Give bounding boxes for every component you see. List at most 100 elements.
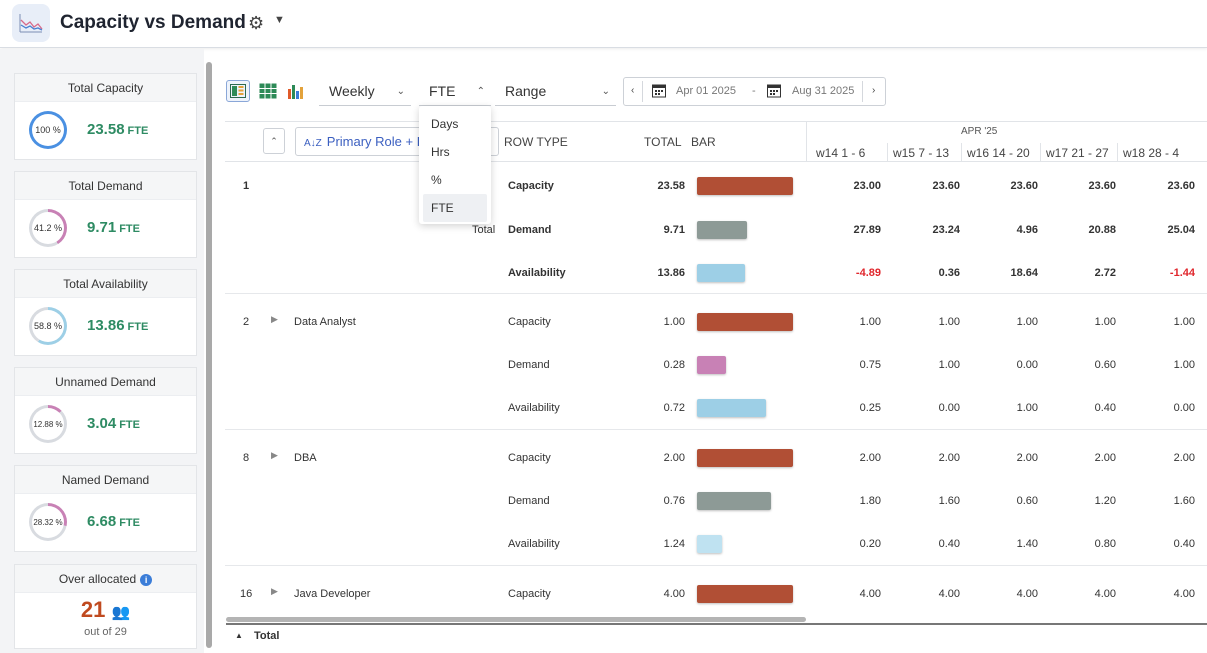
week-value[interactable]: 20.88 — [1088, 223, 1116, 236]
expand-row-icon[interactable]: ▶ — [271, 450, 278, 460]
week-header[interactable]: w15 7 - 13 — [893, 146, 950, 160]
date-range-picker[interactable]: ‹ Apr 01 2025 - Aug 31 2025 › — [623, 77, 886, 106]
week-value[interactable]: -1.44 — [1169, 267, 1195, 279]
sort-toggle-button[interactable]: ⌃ — [263, 128, 285, 154]
chevron-left-icon[interactable]: ‹ — [631, 85, 635, 96]
date-separator: - — [752, 85, 756, 97]
week-header[interactable]: w16 14 - 20 — [967, 146, 1030, 160]
week-value[interactable]: 1.00 — [1173, 359, 1195, 371]
week-value[interactable]: 1.00 — [938, 316, 960, 328]
week-value[interactable]: 4.00 — [859, 588, 881, 600]
week-value[interactable]: 1.60 — [1173, 495, 1195, 507]
people-icon: 👥 — [111, 604, 131, 621]
grid-view-button[interactable] — [256, 80, 280, 102]
split-view-button[interactable] — [226, 80, 250, 102]
chevron-up-icon[interactable]: ▲ — [235, 631, 243, 640]
week-value[interactable]: 0.60 — [1094, 359, 1116, 371]
calendar-icon[interactable] — [652, 83, 666, 101]
unit-option[interactable]: % — [431, 173, 442, 187]
col-total[interactable]: TOTAL — [644, 135, 682, 149]
week-header[interactable]: w17 21 - 27 — [1046, 146, 1109, 160]
week-value[interactable]: 4.00 — [1016, 588, 1038, 600]
gear-icon[interactable]: ⚙ — [248, 13, 265, 33]
unit-option[interactable]: Days — [431, 117, 459, 131]
month-header: APR '25 — [961, 126, 998, 137]
week-value[interactable]: 23.24 — [932, 223, 960, 236]
week-value[interactable]: 18.64 — [1010, 267, 1038, 279]
week-value[interactable]: 4.00 — [1173, 588, 1195, 600]
week-value[interactable]: 0.40 — [1173, 538, 1195, 550]
summary-card-unit: FTE — [127, 321, 149, 333]
unit-option[interactable]: Hrs — [431, 145, 450, 159]
week-value[interactable]: 23.60 — [932, 180, 960, 192]
unit-select-value: FTE — [429, 83, 456, 99]
period-select[interactable]: Weekly ⌄ — [319, 78, 411, 106]
week-value[interactable]: 1.00 — [1094, 316, 1116, 328]
chart-view-button[interactable] — [284, 80, 308, 102]
week-value[interactable]: 4.96 — [1016, 223, 1038, 236]
week-value[interactable]: 0.75 — [859, 359, 881, 371]
range-select[interactable]: Range ⌄ — [495, 78, 616, 106]
week-value[interactable]: 0.00 — [1173, 402, 1195, 414]
week-value[interactable]: 4.00 — [938, 588, 960, 600]
week-value[interactable]: 0.80 — [1094, 538, 1116, 550]
week-value[interactable]: 0.00 — [938, 402, 960, 414]
total-bar — [697, 177, 793, 195]
week-value[interactable]: 23.60 — [1088, 180, 1116, 192]
col-bar[interactable]: BAR — [691, 135, 716, 149]
week-value[interactable]: 0.60 — [1016, 495, 1038, 507]
week-value[interactable]: 23.00 — [853, 180, 881, 192]
expand-row-icon[interactable]: ▶ — [271, 314, 278, 324]
week-value[interactable]: 1.00 — [1173, 316, 1195, 328]
week-value[interactable]: 2.00 — [1094, 452, 1116, 464]
date-to[interactable]: Aug 31 2025 — [792, 85, 855, 97]
week-value[interactable]: 0.25 — [859, 402, 881, 414]
grid-view-icon — [259, 83, 277, 99]
calendar-icon[interactable] — [767, 83, 781, 101]
week-value[interactable]: 0.00 — [1016, 359, 1038, 371]
week-value[interactable]: 25.04 — [1167, 223, 1195, 236]
summary-card-title: Named Demand — [15, 466, 196, 494]
week-value[interactable]: 0.40 — [1094, 402, 1116, 414]
week-value[interactable]: 4.00 — [1094, 588, 1116, 600]
week-value[interactable]: 1.40 — [1016, 538, 1038, 550]
over-allocated-sub: out of 29 — [84, 626, 127, 638]
week-value[interactable]: 2.72 — [1094, 267, 1116, 279]
row-type: Availability — [508, 402, 560, 414]
col-row-type[interactable]: ROW TYPE — [504, 135, 568, 149]
unit-select[interactable]: FTE ⌃ — [419, 78, 491, 106]
week-value[interactable]: 0.20 — [859, 538, 881, 550]
week-value[interactable]: 1.00 — [1016, 316, 1038, 328]
week-value[interactable]: 27.89 — [853, 223, 881, 236]
group-id: 16 — [240, 588, 253, 600]
chevron-right-icon[interactable]: › — [872, 85, 876, 96]
week-value[interactable]: 23.60 — [1010, 180, 1038, 192]
table-row: Availability 0.72 0.25 0.00 1.00 0.40 0.00 — [225, 386, 1207, 429]
date-from[interactable]: Apr 01 2025 — [676, 85, 736, 97]
week-value[interactable]: 1.60 — [938, 495, 960, 507]
sidebar-scrollbar[interactable] — [206, 62, 212, 648]
week-value[interactable]: -4.89 — [855, 267, 881, 279]
chevron-down-icon[interactable]: ▼ — [274, 14, 285, 26]
week-value[interactable]: 0.36 — [938, 267, 960, 279]
week-value[interactable]: 0.40 — [938, 538, 960, 550]
week-value[interactable]: 2.00 — [938, 452, 960, 464]
week-value[interactable]: 1.80 — [859, 495, 881, 507]
week-value[interactable]: 1.00 — [859, 316, 881, 328]
week-value[interactable]: 1.00 — [1016, 402, 1038, 414]
week-value[interactable]: 1.20 — [1094, 495, 1116, 507]
unit-option[interactable]: FTE — [423, 194, 487, 222]
expand-row-icon[interactable]: ▶ — [271, 586, 278, 596]
horizontal-scrollbar[interactable] — [226, 617, 806, 622]
week-value[interactable]: 23.60 — [1167, 180, 1195, 192]
week-value[interactable]: 2.00 — [859, 452, 881, 464]
week-value[interactable]: 1.00 — [938, 359, 960, 371]
info-icon[interactable]: i — [140, 574, 153, 586]
week-value[interactable]: 2.00 — [1016, 452, 1038, 464]
summary-card: Unnamed Demand 12.88 % 3.04 FTE — [14, 367, 197, 454]
week-header[interactable]: w18 28 - 4 — [1123, 146, 1180, 160]
chart-app-icon[interactable] — [12, 4, 50, 42]
week-value[interactable]: 2.00 — [1173, 452, 1195, 464]
footer-total-label: Total — [254, 630, 280, 642]
week-header[interactable]: w14 1 - 6 — [816, 146, 866, 160]
